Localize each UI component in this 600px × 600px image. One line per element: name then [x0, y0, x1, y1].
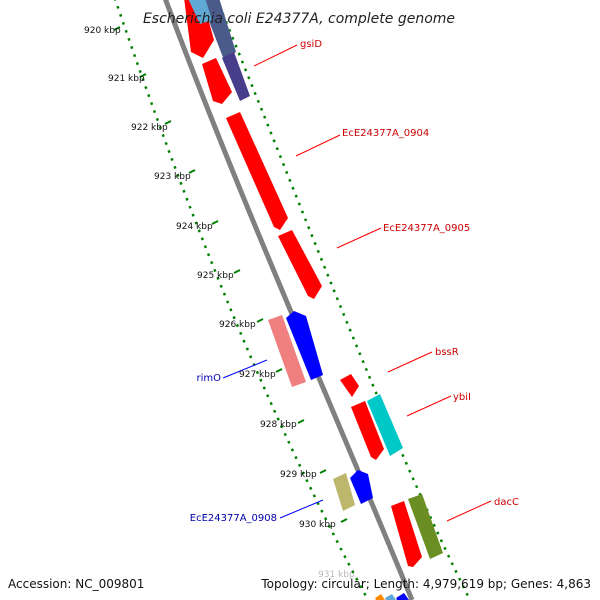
gc-skew-dots-outer	[215, 0, 472, 600]
rimO-blue	[286, 311, 323, 380]
tick-marks	[113, 26, 348, 523]
blue-arrow-2	[350, 470, 373, 504]
gene-label-rimO[interactable]: rimO	[196, 373, 221, 384]
khaki-arrow	[333, 473, 355, 511]
ece0904-arrow	[226, 112, 288, 230]
bottom-chip-3	[396, 593, 409, 600]
gene-label-ybiI[interactable]: ybiI	[453, 392, 471, 403]
dacC-olive	[408, 494, 443, 559]
tick-label: 925 kbp	[197, 271, 234, 281]
red-arrow-2	[202, 58, 232, 104]
topology-label: Topology: circular; Length: 4,979,619 bp…	[261, 577, 591, 591]
slate-arrow-2	[222, 52, 250, 101]
gene-label-EcE24377A-0904[interactable]: EcE24377A_0904	[342, 128, 429, 139]
backbone	[163, 0, 415, 600]
tick-label: 926 kbp	[219, 320, 256, 330]
dacC-red	[391, 501, 422, 567]
feature-arrows	[184, 0, 443, 600]
bottom-chip-2	[385, 594, 396, 600]
accession-label: Accession: NC_009801	[8, 577, 145, 591]
ybiI-red	[351, 401, 384, 460]
ece0905-arrow	[278, 230, 322, 299]
gene-label-EcE24377A-0905[interactable]: EcE24377A_0905	[383, 223, 470, 234]
cyan-arrow-1	[188, 0, 212, 24]
bssR-arrow	[340, 374, 359, 397]
gene-label-EcE24377A-0908[interactable]: EcE24377A_0908	[190, 513, 277, 524]
tick-label: 929 kbp	[280, 470, 317, 480]
gene-label-gsiD[interactable]: gsiD	[300, 39, 322, 50]
tick-label: 922 kbp	[131, 123, 168, 133]
tick-label: 921 kbp	[108, 74, 145, 84]
tick-label: 931 kbp	[318, 570, 355, 580]
map-title: Escherichia coli E24377A, complete genom…	[143, 11, 455, 27]
gene-label-bssR[interactable]: bssR	[435, 347, 459, 358]
tick-label: 927 kbp	[239, 370, 276, 380]
ybiI-cyan	[367, 394, 403, 456]
tick-label: 930 kbp	[299, 520, 336, 530]
label-leaders	[222, 44, 492, 522]
tick-label: 920 kbp	[84, 26, 121, 36]
tick-label: 923 kbp	[154, 172, 191, 182]
rimO-salmon	[268, 315, 306, 387]
bottom-chip-1	[375, 594, 385, 600]
tick-label: 924 kbp	[176, 222, 213, 232]
gene-label-dacC[interactable]: dacC	[494, 497, 519, 508]
tick-label: 928 kbp	[260, 420, 297, 430]
